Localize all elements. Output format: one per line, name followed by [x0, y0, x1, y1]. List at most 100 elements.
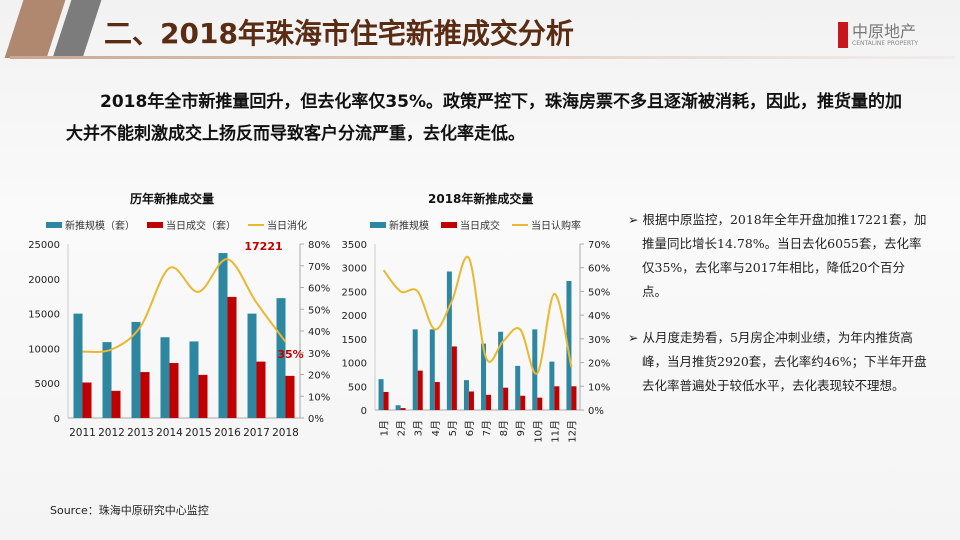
y-tick-label: 25000 — [28, 240, 60, 251]
logo-text: 中原地产 — [852, 21, 917, 41]
y2-tick-label: 30% — [308, 349, 330, 360]
y2-tick-label: 30% — [588, 335, 610, 346]
chart1: 0 5000 10000 15000 20000 25000 0% 10% 20% 30% 40% 5… — [28, 240, 330, 439]
x-tick-label: 2013 — [127, 427, 154, 439]
x-tick-label: 2016 — [214, 427, 241, 439]
deal-bar — [256, 361, 266, 418]
deal-bar — [417, 370, 423, 410]
supply-bar — [515, 365, 521, 410]
y2-tick-label: 40% — [308, 327, 330, 338]
x-tick-label: 10月 — [532, 420, 544, 443]
y-tick-label: 500 — [348, 382, 367, 393]
y-tick-label: 20000 — [28, 275, 60, 286]
x-tick-label: 11月 — [549, 420, 561, 443]
y2-tick-label: 60% — [588, 264, 610, 275]
y2-tick-label: 40% — [588, 311, 610, 322]
annotation-label: 17221 — [244, 240, 282, 253]
deal-bar — [571, 386, 577, 410]
rate-line — [382, 255, 573, 375]
y2-tick-label: 0% — [308, 414, 324, 425]
x-tick-label: 2015 — [185, 427, 212, 439]
y-tick-label: 5000 — [35, 379, 60, 390]
x-tick-label: 2011 — [69, 427, 96, 439]
y2-tick-label: 20% — [308, 371, 330, 382]
title-underline — [10, 56, 955, 59]
deal-bar — [451, 346, 457, 410]
y-tick-label: 1500 — [342, 335, 367, 346]
x-tick-label: 1月 — [379, 420, 391, 436]
y-tick-label: 3000 — [342, 264, 367, 275]
supply-bar — [481, 343, 487, 410]
x-tick-label: 2月 — [396, 420, 408, 436]
supply-bar — [446, 271, 452, 410]
y-tick-label: 10000 — [28, 344, 60, 355]
x-tick-label: 8月 — [498, 420, 510, 436]
arrow-bullet-icon: ➢ — [628, 212, 643, 227]
supply-bar — [247, 313, 257, 418]
rate-line — [82, 258, 287, 354]
annotation-label: 35% — [277, 348, 303, 361]
bullet-item: ➢ 根据中原监控，2018年全年开盘加推17221套，加推量同比增长14.78%… — [628, 212, 927, 299]
supply-bar — [276, 298, 286, 418]
supply-bar — [189, 341, 199, 418]
deal-bar — [520, 395, 526, 410]
x-tick-label: 2017 — [243, 427, 270, 439]
supply-bar — [218, 253, 228, 418]
supply-bar — [73, 313, 83, 418]
deal-bar — [554, 386, 560, 410]
logo: 中原地产 CENTALINE PROPERTY — [838, 22, 918, 48]
supply-bar — [549, 361, 555, 410]
supply-bar — [566, 280, 572, 410]
supply-bar — [160, 337, 170, 418]
y-tick-label: 1000 — [342, 359, 367, 370]
supply-bar — [378, 379, 384, 410]
y2-tick-label: 50% — [588, 287, 610, 298]
logo-subtext: CENTALINE PROPERTY — [852, 39, 919, 47]
supply-bar — [498, 331, 504, 410]
chart2: 0 500 1000 1500 2000 2500 3000 3500 0% 10% 20% 30% 4… — [342, 240, 611, 443]
deal-bar — [82, 382, 92, 418]
supply-bar — [131, 321, 141, 418]
supply-bar — [532, 329, 538, 410]
y2-tick-label: 80% — [308, 240, 330, 251]
supply-bar — [395, 405, 401, 410]
bullet-list: ➢ 根据中原监控，2018年全年开盘加推17221套，加推量同比增长14.78%… — [628, 208, 928, 420]
supply-bar — [429, 329, 435, 410]
y2-tick-label: 70% — [588, 240, 610, 251]
y-tick-label: 15000 — [28, 310, 60, 321]
y-tick-label: 0 — [361, 406, 367, 417]
y-tick-label: 0 — [54, 414, 60, 425]
supply-bar — [463, 380, 469, 410]
chart1-title: 历年新推成交量 — [130, 192, 215, 206]
x-tick-label: 2012 — [98, 427, 125, 439]
y2-tick-label: 10% — [308, 392, 330, 403]
deal-bar — [227, 296, 237, 418]
deal-bar — [383, 391, 389, 410]
y2-tick-label: 10% — [588, 382, 610, 393]
y2-tick-label: 70% — [308, 262, 330, 273]
x-tick-label: 3月 — [413, 420, 425, 436]
deal-bar — [169, 363, 179, 418]
summary-text: 2018年全市新推量回升，但去化率仅35%。政策严控下，珠海房票不多且逐渐被消耗… — [66, 92, 903, 144]
chart2-legend: 新推规模 当日成交 当日认购率 — [370, 217, 581, 232]
deal-bar — [434, 382, 440, 410]
chart1-legend: 新推规模（套） 当日成交（套） 当日消化 — [46, 217, 307, 232]
bullet-item: ➢ 从月度走势看，5月房企冲刺业绩，为年内推货高峰，当月推货2920套，去化率约… — [628, 330, 927, 393]
deal-bar — [140, 372, 150, 418]
y2-tick-label: 60% — [308, 284, 330, 295]
y2-tick-label: 0% — [588, 406, 604, 417]
y-tick-label: 2500 — [342, 287, 367, 298]
page-title: 二、2018年珠海市住宅新推成交分析 — [104, 17, 574, 50]
x-tick-label: 2014 — [156, 427, 183, 439]
x-tick-label: 9月 — [515, 420, 527, 436]
x-tick-label: 6月 — [464, 420, 476, 436]
deal-bar — [198, 374, 208, 418]
deal-bar — [285, 375, 295, 418]
x-tick-label: 12月 — [566, 420, 578, 443]
y2-tick-label: 20% — [588, 359, 610, 370]
deal-bar — [537, 397, 543, 410]
arrow-bullet-icon: ➢ — [628, 330, 643, 345]
y-tick-label: 2000 — [342, 311, 367, 322]
x-tick-label: 5月 — [447, 420, 459, 436]
logo-mark-icon — [838, 22, 848, 48]
